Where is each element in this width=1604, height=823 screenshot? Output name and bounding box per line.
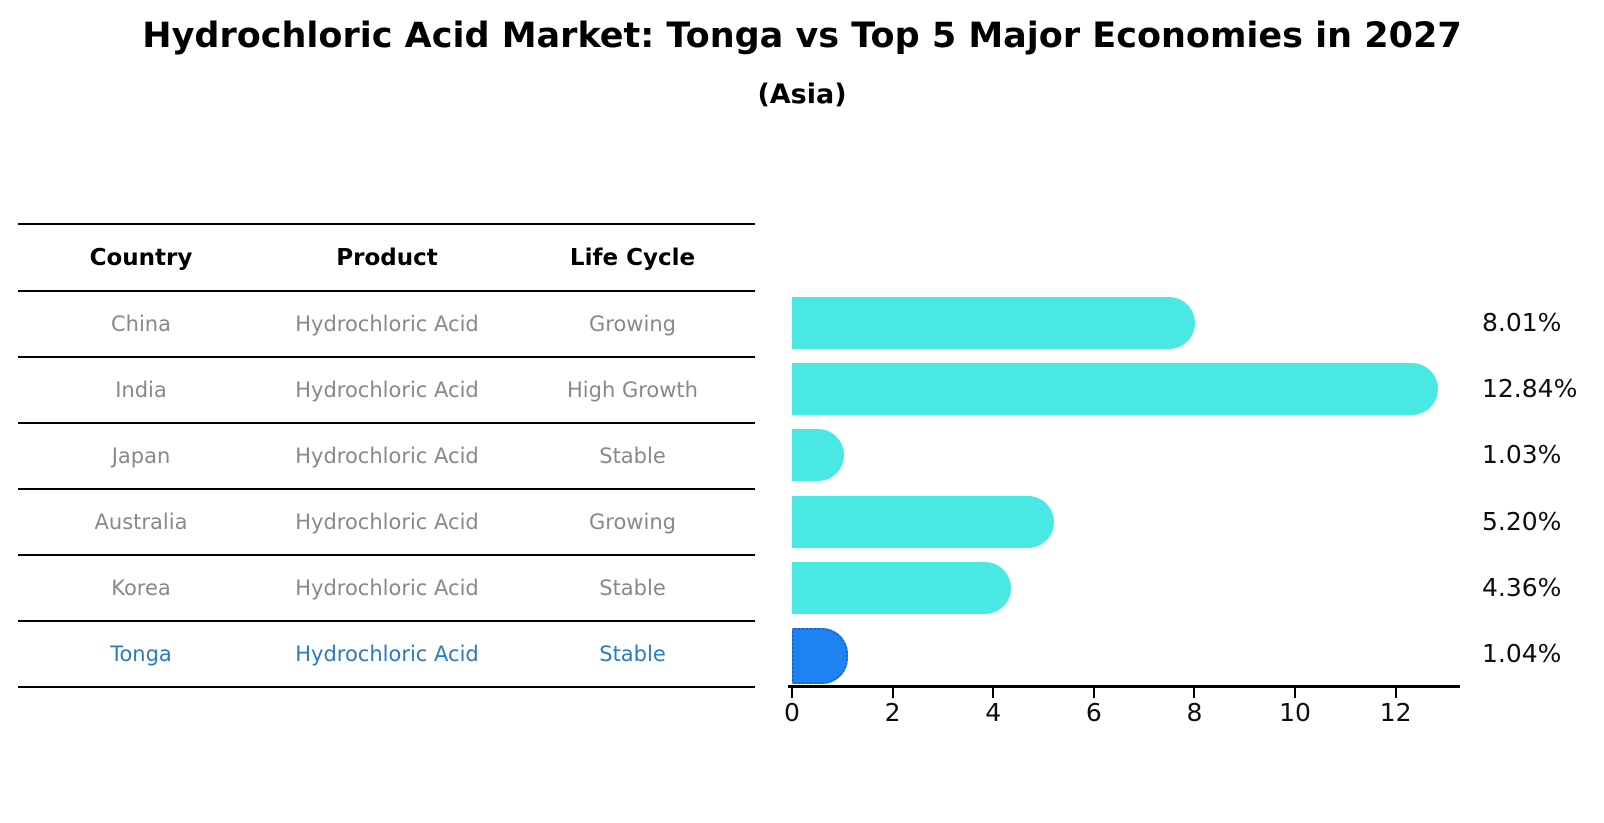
cell-product: Hydrochloric Acid [295, 378, 479, 402]
table-row-china: China Hydrochloric Acid Growing [18, 292, 755, 358]
country-product-table: Country Product Life Cycle China Hydrochl… [18, 223, 755, 688]
cell-product: Hydrochloric Acid [295, 444, 479, 468]
cell-country: Tonga [110, 642, 172, 666]
x-axis-tick-0 [791, 688, 793, 698]
table-row-tonga: Tonga Hydrochloric Acid Stable [18, 622, 755, 688]
value-label-china: 8.01% [1482, 308, 1562, 337]
x-axis-tick-label-0: 0 [784, 698, 800, 727]
cell-product: Hydrochloric Acid [295, 576, 479, 600]
bar-tonga [792, 628, 848, 684]
x-axis-tick-label-8: 8 [1186, 698, 1203, 727]
x-axis-tick-label-6: 6 [1085, 698, 1102, 727]
cell-country: Australia [94, 510, 188, 534]
cell-product: Hydrochloric Acid [295, 312, 479, 336]
table-row-japan: Japan Hydrochloric Acid Stable [18, 424, 755, 490]
x-axis-tick-label-2: 2 [884, 698, 901, 727]
column-header-life-cycle: Life Cycle [569, 244, 696, 271]
x-axis-tick-6 [1092, 688, 1095, 698]
x-axis-tick-label-10: 10 [1279, 698, 1311, 727]
bar-japan [792, 429, 844, 481]
table-row-india: India Hydrochloric Acid High Growth [18, 358, 755, 424]
cell-product: Hydrochloric Acid [295, 642, 479, 666]
chart-title: Hydrochloric Acid Market: Tonga vs Top 5… [142, 16, 1462, 56]
value-label-korea: 4.36% [1482, 573, 1562, 602]
x-axis-tick-label-12: 12 [1379, 698, 1412, 727]
value-label-australia: 5.20% [1482, 507, 1562, 536]
cell-life-cycle: Growing [589, 312, 676, 336]
table-row-australia: Australia Hydrochloric Acid Growing [18, 490, 755, 556]
column-header-product: Product [336, 244, 438, 271]
bar-india [792, 363, 1438, 415]
x-axis-tick-2 [891, 688, 894, 698]
bar-australia [792, 496, 1054, 548]
table-row-korea: Korea Hydrochloric Acid Stable [18, 556, 755, 622]
cell-life-cycle: Stable [599, 576, 666, 600]
column-header-country: Country [89, 244, 193, 271]
cell-country: China [111, 312, 171, 336]
cell-country: Korea [111, 576, 171, 600]
table-header-row: Country Product Life Cycle [18, 225, 755, 292]
cell-life-cycle: High Growth [567, 378, 698, 402]
value-label-japan: 1.03% [1482, 440, 1562, 469]
x-axis-tick-4 [992, 688, 995, 698]
value-label-india: 12.84% [1482, 374, 1578, 403]
x-axis-tick-10 [1294, 688, 1296, 698]
bar-korea [792, 562, 1011, 614]
value-label-tonga: 1.04% [1482, 639, 1562, 668]
bar-china [792, 297, 1195, 349]
x-axis-tick-12 [1394, 688, 1397, 698]
cell-life-cycle: Stable [599, 444, 666, 468]
cell-country: Japan [111, 444, 171, 468]
x-axis-line [788, 685, 1460, 688]
cell-country: India [115, 378, 167, 402]
x-axis-tick-label-4: 4 [985, 698, 1002, 727]
cell-product: Hydrochloric Acid [295, 510, 479, 534]
chart-subtitle: (Asia) [757, 79, 847, 110]
x-axis-tick-8 [1193, 688, 1196, 698]
cell-life-cycle: Stable [599, 642, 666, 666]
cell-life-cycle: Growing [589, 510, 676, 534]
